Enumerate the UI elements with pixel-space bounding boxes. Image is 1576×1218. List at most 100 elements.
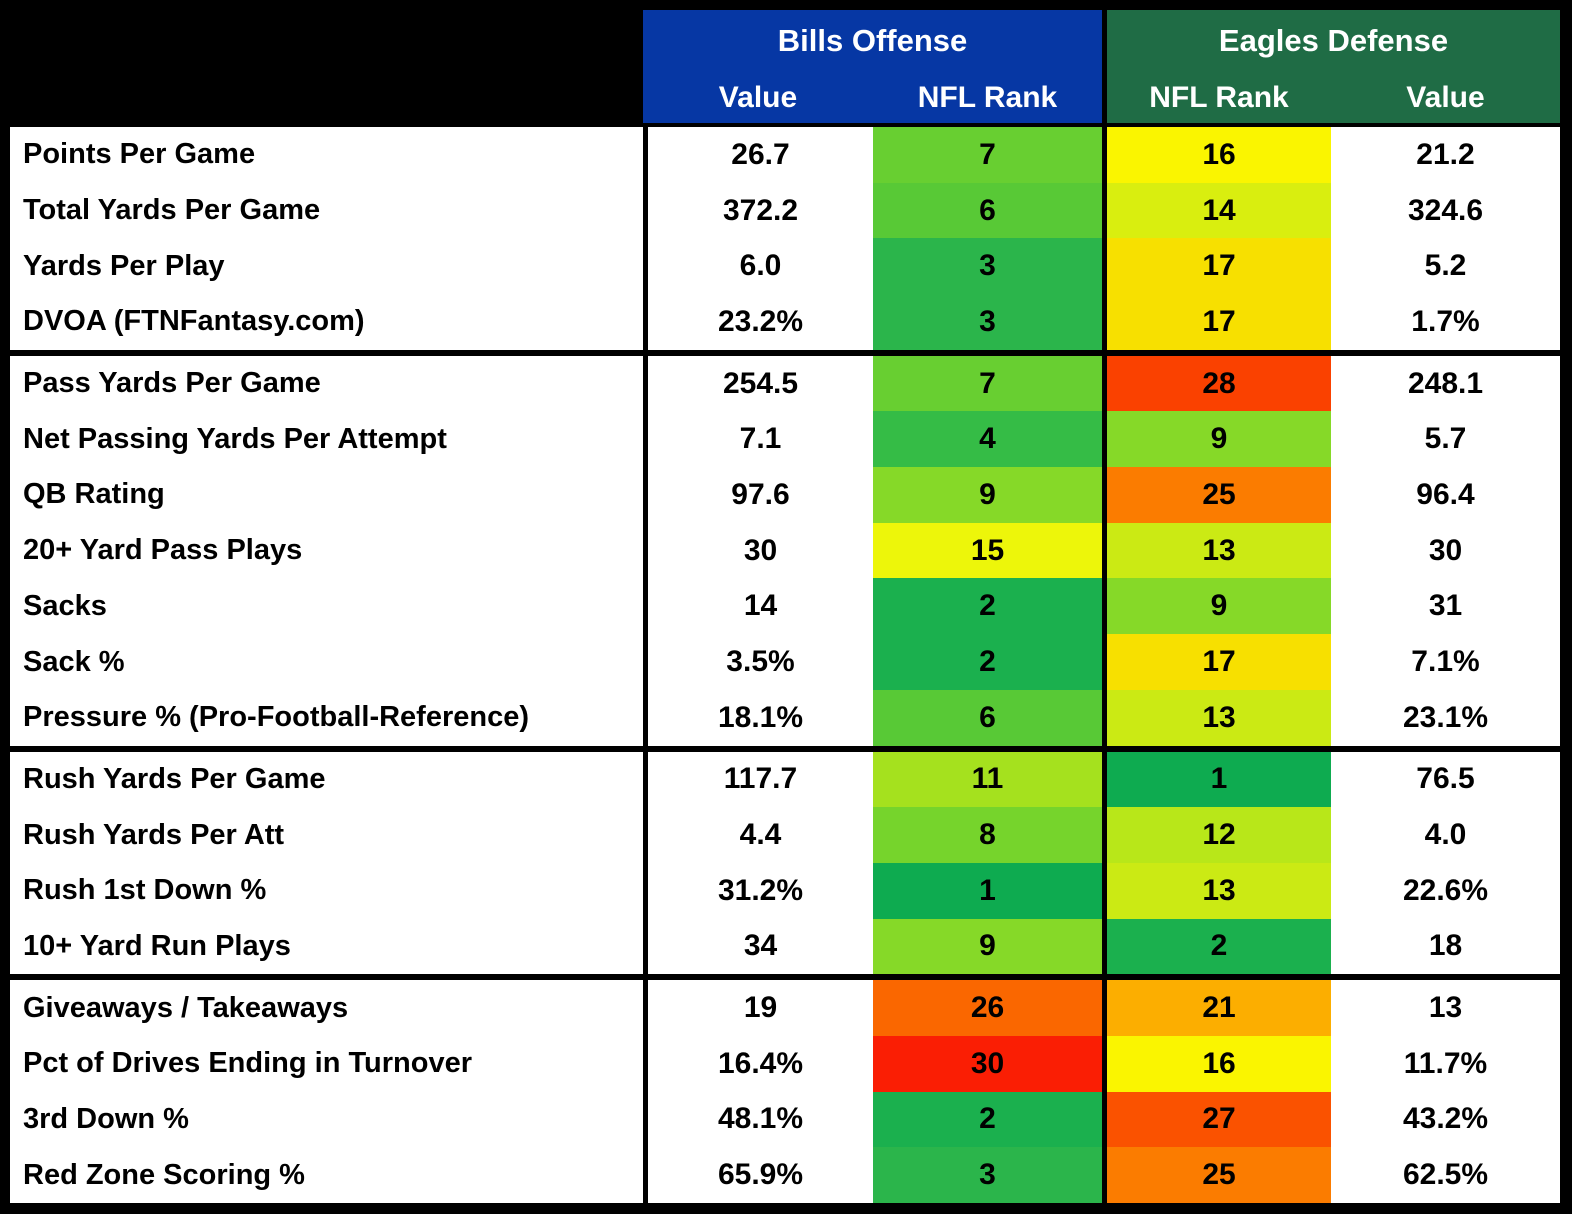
offense-rank-cell: 3 [873,294,1102,350]
stat-label: 20+ Yard Pass Plays [23,534,303,567]
defense-value-cell: 324.6 [1407,193,1484,227]
defense-rank-column-header: NFL Rank [1102,72,1331,123]
table-header: Bills Offense Eagles Defense Value NFL R… [10,10,1560,127]
defense-rank-cell: 17 [1102,634,1331,690]
table-row: Net Passing Yards Per Attempt 7.1 4 9 5.7 [10,411,1560,468]
table-row: Giveaways / Takeaways 19 26 21 13 [10,980,1560,1036]
stat-section: Pass Yards Per Game 254.5 7 28 248.1 Net Pass… [10,349,1560,746]
stat-label: DVOA (FTNFantasy.com) [23,305,365,338]
offense-value-cell: 4.4 [643,807,873,863]
offense-rank-cell: 30 [873,1035,1102,1092]
stat-label: Rush Yards Per Att [23,818,285,851]
offense-value-cell: 18.1% [643,689,873,746]
stat-label: Giveaways / Takeaways [23,991,349,1024]
table-row: Sack % 3.5% 2 17 7.1% [10,634,1560,690]
defense-value-column-header: Value [1331,72,1560,123]
defense-value-cell: 31 [1428,589,1463,623]
stat-section: Points Per Game 26.7 7 16 21.2 Total Yards Pe… [10,127,1560,350]
defense-value-cell: 1.7% [1411,304,1480,338]
offense-rank-cell: 3 [873,1147,1102,1203]
offense-value-cell: 97.6 [643,467,873,523]
offense-rank-cell: 7 [873,355,1102,412]
defense-value-cell: 4.0 [1424,818,1467,852]
stat-label: Rush Yards Per Game [23,762,326,795]
offense-value-cell: 117.7 [643,751,873,808]
stat-label: Rush 1st Down % [23,874,267,907]
stat-label: 3rd Down % [23,1102,189,1135]
offense-value-cell: 14 [643,578,873,635]
defense-value-cell: 96.4 [1416,477,1475,511]
offense-value-column-header: Value [643,72,873,123]
defense-value-cell: 23.1% [1402,700,1489,734]
defense-value-cell: 30 [1428,533,1463,567]
table-row: Pct of Drives Ending in Turnover 16.4% 30 1… [10,1035,1560,1092]
table-row: Pass Yards Per Game 254.5 7 28 248.1 [10,355,1560,412]
stat-label: Total Yards Per Game [23,194,321,227]
table-row: Rush Yards Per Game 117.7 11 1 76.5 [10,751,1560,808]
offense-rank-cell: 2 [873,1091,1102,1148]
table-row: Rush 1st Down % 31.2% 1 13 22.6% [10,862,1560,919]
table-row: Red Zone Scoring % 65.9% 3 25 62.5% [10,1147,1560,1203]
offense-rank-cell: 4 [873,411,1102,468]
defense-value-cell: 21.2 [1416,137,1475,171]
offense-rank-column-header: NFL Rank [873,72,1102,123]
offense-value-cell: 7.1 [643,411,873,468]
defense-value-cell: 18 [1428,929,1463,963]
offense-value-cell: 16.4% [643,1035,873,1092]
defense-value-cell: 7.1% [1411,645,1480,679]
offense-value-cell: 31.2% [643,862,873,919]
defense-rank-cell: 13 [1102,689,1331,746]
defense-rank-cell: 17 [1102,294,1331,350]
defense-rank-cell: 1 [1102,751,1331,808]
offense-value-cell: 6.0 [643,238,873,295]
stat-label: Pct of Drives Ending in Turnover [23,1047,473,1080]
stat-label: Pass Yards Per Game [23,367,321,400]
defense-value-cell: 76.5 [1416,762,1475,796]
offense-rank-cell: 6 [873,689,1102,746]
table-row: 20+ Yard Pass Plays 30 15 13 30 [10,522,1560,579]
defense-rank-cell: 12 [1102,807,1331,863]
table-row: Yards Per Play 6.0 3 17 5.2 [10,238,1560,295]
defense-value-cell: 11.7% [1403,1046,1488,1080]
defense-rank-cell: 25 [1102,467,1331,523]
table-row: Sacks 14 2 9 31 [10,578,1560,635]
table-row: 3rd Down % 48.1% 2 27 43.2% [10,1091,1560,1148]
stat-section: Giveaways / Takeaways 19 26 21 13 Pct of Driv… [10,974,1560,1203]
defense-value-cell: 62.5% [1402,1158,1489,1192]
table-row: DVOA (FTNFantasy.com) 23.2% 3 17 1.7% [10,294,1560,350]
defense-header: Eagles Defense [1102,10,1560,72]
offense-rank-cell: 1 [873,862,1102,919]
stat-label: QB Rating [23,478,165,511]
offense-value-cell: 48.1% [643,1091,873,1148]
defense-value-cell: 22.6% [1402,873,1489,907]
defense-value-cell: 248.1 [1407,366,1484,400]
stat-label: Sacks [23,589,107,622]
offense-rank-cell: 9 [873,918,1102,975]
defense-rank-cell: 9 [1102,411,1331,468]
defense-rank-cell: 21 [1102,980,1331,1036]
offense-rank-cell: 2 [873,634,1102,690]
offense-value-cell: 26.7 [643,127,873,183]
table-row: Total Yards Per Game 372.2 6 14 324.6 [10,182,1560,239]
table-row: 10+ Yard Run Plays 34 9 2 18 [10,918,1560,975]
offense-value-cell: 34 [643,918,873,975]
offense-rank-cell: 6 [873,182,1102,239]
defense-rank-cell: 13 [1102,522,1331,579]
stat-label: Yards Per Play [23,249,225,282]
offense-rank-cell: 11 [873,751,1102,808]
offense-rank-cell: 9 [873,467,1102,523]
header-corner-blank [10,10,643,123]
offense-value-cell: 30 [643,522,873,579]
defense-value-cell: 5.2 [1424,249,1467,283]
table-row: Rush Yards Per Att 4.4 8 12 4.0 [10,807,1560,863]
defense-rank-cell: 9 [1102,578,1331,635]
defense-rank-cell: 25 [1102,1147,1331,1203]
stat-label: Red Zone Scoring % [23,1158,305,1191]
defense-rank-cell: 17 [1102,238,1331,295]
defense-rank-cell: 28 [1102,355,1331,412]
stat-label: 10+ Yard Run Plays [23,929,291,962]
offense-rank-cell: 8 [873,807,1102,863]
offense-rank-cell: 7 [873,127,1102,183]
defense-rank-cell: 16 [1102,127,1331,183]
